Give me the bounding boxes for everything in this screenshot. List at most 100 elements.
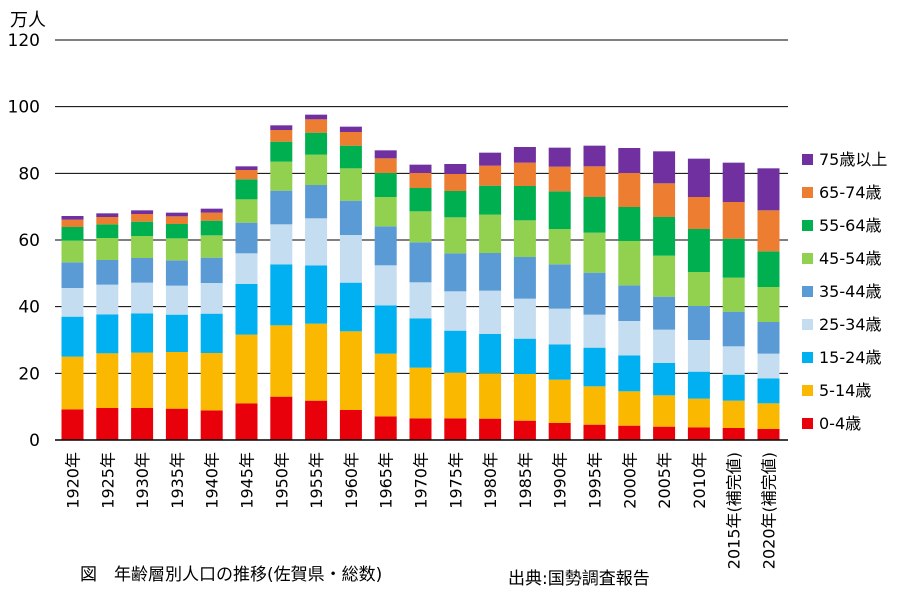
bar-segment	[61, 240, 84, 263]
bar-segment	[270, 161, 293, 191]
x-tick-label: 1930年	[133, 452, 152, 509]
bar-segment	[270, 190, 293, 225]
bar-segment	[757, 168, 780, 211]
bar-segment	[235, 222, 258, 254]
bar-segment	[687, 427, 710, 440]
bar-segment	[131, 214, 154, 222]
bar-segment	[374, 150, 397, 159]
bar-segment	[653, 255, 676, 297]
legend-swatch	[802, 352, 813, 363]
bar-segment	[548, 344, 571, 380]
legend-label: 55-64歳	[819, 216, 882, 235]
bar-segment	[653, 329, 676, 363]
bar-segment	[235, 253, 258, 284]
bar-segment	[409, 188, 432, 212]
legend-swatch	[802, 385, 813, 396]
bar-segment	[513, 374, 536, 421]
bar-segment	[131, 352, 154, 408]
bar-segment	[548, 229, 571, 265]
legend-label: 0-4歳	[819, 414, 861, 433]
y-axis-unit-label: 万人	[10, 10, 46, 31]
x-tick-label: 1985年	[516, 452, 535, 509]
bar-segment	[235, 179, 258, 200]
y-tick-label: 20	[18, 364, 40, 384]
bar-segment	[444, 291, 467, 331]
bar-segment	[618, 241, 641, 286]
bar-segment	[757, 322, 780, 354]
bar-segment	[131, 408, 154, 440]
bar-segment	[583, 424, 606, 440]
bar-segment	[757, 251, 780, 287]
legend-swatch	[802, 253, 813, 264]
bar-segment	[200, 283, 223, 314]
bar-segment	[165, 260, 188, 286]
bar-segment	[513, 420, 536, 440]
bar-segment	[479, 152, 502, 166]
bar-segment	[722, 238, 745, 278]
figure-caption: 図 年齢層別人口の推移(佐賀県・総数)	[80, 565, 383, 585]
bar-segment	[200, 208, 223, 213]
bar-segment	[618, 425, 641, 440]
bar-segment	[61, 227, 84, 241]
y-tick-label: 60	[18, 231, 40, 251]
bar-segment	[374, 305, 397, 354]
bar-segment	[339, 235, 362, 283]
y-tick-label: 120	[8, 31, 40, 51]
bar-segment	[513, 338, 536, 374]
x-tick-label: 1955年	[307, 452, 326, 509]
bar-segment	[618, 148, 641, 173]
bar-segment	[165, 352, 188, 409]
bar-segment	[96, 284, 119, 315]
bar-segment	[165, 212, 188, 217]
bar-segment	[270, 224, 293, 265]
bar-segment	[444, 164, 467, 174]
bar-segment	[374, 416, 397, 440]
legend-swatch	[802, 418, 813, 429]
legend-swatch	[802, 286, 813, 297]
bar-segment	[757, 429, 780, 440]
y-tick-label: 100	[8, 98, 40, 118]
bar-segment	[374, 265, 397, 306]
bar-segment	[653, 151, 676, 184]
x-tick-label: 1935年	[168, 452, 187, 509]
bar-segment	[61, 288, 84, 317]
x-tick-label: 1945年	[238, 452, 257, 509]
x-tick-label: 1960年	[342, 452, 361, 509]
bar-segment	[583, 272, 606, 315]
bar-segment	[96, 224, 119, 238]
bar-segment	[165, 216, 188, 224]
bar-segment	[374, 158, 397, 173]
legend-swatch	[802, 154, 813, 165]
bar-segment	[305, 185, 328, 219]
bar-segment	[131, 258, 154, 283]
bar-segment	[513, 298, 536, 339]
bar-segment	[374, 173, 397, 197]
bar-segment	[687, 340, 710, 372]
bar-segment	[653, 363, 676, 396]
bar-segment	[131, 282, 154, 314]
bar-segment	[548, 166, 571, 192]
bar-segment	[96, 238, 119, 260]
bar-segment	[96, 213, 119, 217]
y-tick-label: 40	[18, 298, 40, 318]
bar-segment	[96, 408, 119, 440]
x-tick-label: 2020年(補完値)	[760, 452, 779, 569]
bar-segment	[513, 257, 536, 299]
bar-segment	[722, 400, 745, 428]
bar-segment	[235, 334, 258, 404]
legend-swatch	[802, 220, 813, 231]
bar-segment	[479, 418, 502, 440]
x-tick-label: 2000年	[620, 452, 639, 509]
bar-segment	[131, 210, 154, 214]
bar-segment	[687, 197, 710, 229]
bar-segment	[757, 403, 780, 429]
bar-segment	[96, 353, 119, 408]
legend-swatch	[802, 319, 813, 330]
bar-segment	[653, 217, 676, 256]
x-tick-label: 1970年	[412, 452, 431, 509]
bar-segment	[409, 173, 432, 188]
bar-segment	[618, 321, 641, 356]
x-tick-label: 2015年(補完値)	[725, 452, 744, 569]
bar-segment	[444, 253, 467, 292]
